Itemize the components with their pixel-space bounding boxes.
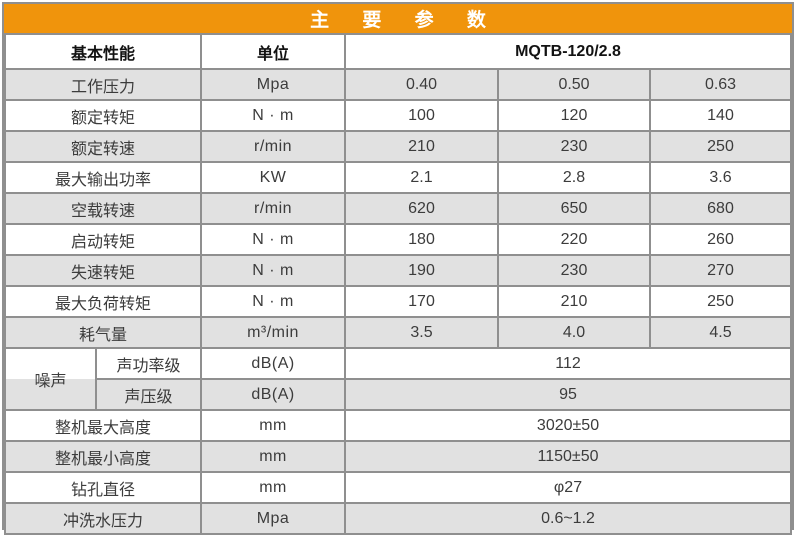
row-value: 0.63 xyxy=(649,68,792,101)
row-value: 2.8 xyxy=(497,161,652,194)
row-value: 230 xyxy=(497,130,652,163)
row-value: 3020±50 xyxy=(344,409,792,442)
row-unit: m³/min xyxy=(200,316,347,349)
row-value: 0.50 xyxy=(497,68,652,101)
row-value: 0.6~1.2 xyxy=(344,502,792,535)
row-label: 空载转速 xyxy=(3,192,203,225)
table-row: 最大输出功率 KW 2.1 2.8 3.6 xyxy=(3,161,792,194)
row-value: 4.5 xyxy=(649,316,792,349)
row-sublabel: 声压级 xyxy=(94,378,203,411)
row-value: 620 xyxy=(344,192,500,225)
row-label: 失速转矩 xyxy=(3,254,203,287)
row-unit: mm xyxy=(200,471,347,504)
row-value: 680 xyxy=(649,192,792,225)
row-label: 整机最大高度 xyxy=(3,409,203,442)
row-label: 额定转速 xyxy=(3,130,203,163)
table-row: 最大负荷转矩 N · m 170 210 250 xyxy=(3,285,792,318)
table-row: 整机最小高度 mm 1150±50 xyxy=(3,440,792,473)
row-unit: dB(A) xyxy=(200,378,347,411)
row-label: 最大输出功率 xyxy=(3,161,203,194)
table-row: 工作压力 Mpa 0.40 0.50 0.63 xyxy=(3,68,792,101)
table-row: 额定转速 r/min 210 230 250 xyxy=(3,130,792,163)
row-value: 260 xyxy=(649,223,792,256)
row-label: 额定转矩 xyxy=(3,99,203,132)
row-label: 钻孔直径 xyxy=(3,471,203,504)
row-value: 2.1 xyxy=(344,161,500,194)
table-row: 耗气量 m³/min 3.5 4.0 4.5 xyxy=(3,316,792,349)
table-title: 主 要 参 数 xyxy=(310,10,500,31)
row-unit: N · m xyxy=(200,285,347,318)
row-label: 最大负荷转矩 xyxy=(3,285,203,318)
table-row: 钻孔直径 mm φ27 xyxy=(3,471,792,504)
row-label: 整机最小高度 xyxy=(3,440,203,473)
table-row: 失速转矩 N · m 190 230 270 xyxy=(3,254,792,287)
row-label: 耗气量 xyxy=(3,316,203,349)
row-value: 220 xyxy=(497,223,652,256)
row-value: 112 xyxy=(344,347,792,380)
parameters-table: 基本性能 单位 MQTB-120/2.8 工作压力 Mpa 0.40 0.50 … xyxy=(3,33,792,535)
table-row-noise-power: 噪声 声功率级 dB(A) 112 xyxy=(4,347,792,411)
row-value: 230 xyxy=(497,254,652,287)
row-value: 3.6 xyxy=(649,161,792,194)
row-value: φ27 xyxy=(344,471,792,504)
row-value: 190 xyxy=(344,254,500,287)
row-label: 工作压力 xyxy=(3,68,203,101)
row-unit: KW xyxy=(200,161,347,194)
table-title-bar: 主 要 参 数 xyxy=(4,4,792,33)
table-row: 启动转矩 N · m 180 220 260 xyxy=(3,223,792,256)
row-value: 650 xyxy=(497,192,652,225)
table-row: 额定转矩 N · m 100 120 140 xyxy=(3,99,792,132)
table-row: 整机最大高度 mm 3020±50 xyxy=(3,409,792,442)
row-unit: r/min xyxy=(200,192,347,225)
table-row: 空载转速 r/min 620 650 680 xyxy=(3,192,792,225)
row-value: 180 xyxy=(344,223,500,256)
header-unit: 单位 xyxy=(200,33,347,70)
row-value: 1150±50 xyxy=(344,440,792,473)
row-value: 140 xyxy=(649,99,792,132)
row-unit: mm xyxy=(200,409,347,442)
row-value: 270 xyxy=(649,254,792,287)
row-value: 250 xyxy=(649,130,792,163)
row-unit: N · m xyxy=(200,99,347,132)
header-model: MQTB-120/2.8 xyxy=(344,33,792,70)
row-value: 250 xyxy=(649,285,792,318)
row-value: 210 xyxy=(497,285,652,318)
row-value: 0.40 xyxy=(344,68,500,101)
row-sublabel: 声功率级 xyxy=(94,347,203,380)
row-unit: Mpa xyxy=(200,68,347,101)
header-basic-performance: 基本性能 xyxy=(3,33,203,70)
row-value: 3.5 xyxy=(344,316,500,349)
row-label: 启动转矩 xyxy=(3,223,203,256)
row-value: 210 xyxy=(344,130,500,163)
row-unit: Mpa xyxy=(200,502,347,535)
header-row: 基本性能 单位 MQTB-120/2.8 xyxy=(3,33,792,70)
row-value: 100 xyxy=(344,99,500,132)
row-unit: dB(A) xyxy=(200,347,347,380)
noise-group-label: 噪声 xyxy=(4,347,97,411)
row-unit: N · m xyxy=(200,254,347,287)
row-value: 170 xyxy=(344,285,500,318)
table-row: 冲洗水压力 Mpa 0.6~1.2 xyxy=(3,502,792,535)
row-unit: r/min xyxy=(200,130,347,163)
row-value: 120 xyxy=(497,99,652,132)
table-row-noise-pressure: 声压级 dB(A) 95 xyxy=(5,378,792,411)
row-unit: mm xyxy=(200,440,347,473)
row-value: 4.0 xyxy=(497,316,652,349)
row-value: 95 xyxy=(344,378,792,411)
row-unit: N · m xyxy=(200,223,347,256)
row-label: 冲洗水压力 xyxy=(3,502,203,535)
